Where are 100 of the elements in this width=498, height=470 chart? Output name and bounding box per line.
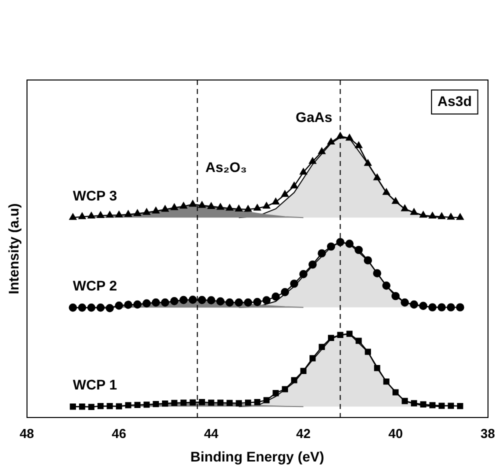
point — [401, 204, 408, 212]
point — [152, 401, 159, 408]
point — [160, 298, 170, 307]
point — [356, 338, 362, 344]
point — [198, 399, 206, 406]
point — [134, 402, 141, 408]
point — [170, 204, 178, 210]
ref-line-label: GaAs — [296, 108, 332, 125]
point — [438, 212, 446, 220]
point — [281, 190, 289, 197]
x-tick-label: 48 — [20, 426, 34, 441]
point — [152, 207, 160, 214]
point — [346, 134, 354, 141]
ref-line-label: As₂O₃ — [205, 158, 247, 175]
point — [70, 404, 76, 410]
point — [143, 208, 150, 215]
point — [392, 197, 400, 204]
point — [134, 210, 142, 216]
point — [392, 389, 399, 396]
point — [262, 202, 270, 209]
point — [272, 292, 280, 301]
point — [447, 213, 455, 220]
point — [420, 401, 426, 408]
y-axis-title: Intensity (a.u) — [5, 203, 22, 294]
point — [171, 400, 178, 406]
point — [354, 246, 363, 254]
point — [428, 212, 436, 219]
point — [373, 269, 382, 278]
point — [97, 402, 104, 410]
point — [244, 400, 252, 406]
point — [87, 304, 96, 312]
point — [402, 398, 408, 404]
point — [282, 386, 288, 392]
point — [336, 238, 344, 246]
point — [208, 400, 214, 406]
point — [216, 203, 224, 210]
point — [290, 280, 298, 288]
point — [116, 403, 122, 410]
point — [383, 378, 390, 385]
x-tick-label: 46 — [112, 426, 126, 441]
point — [226, 204, 234, 211]
point — [88, 404, 94, 410]
point — [318, 148, 326, 154]
point — [190, 399, 196, 406]
point — [429, 402, 436, 408]
point — [410, 208, 418, 215]
point — [448, 402, 454, 409]
point — [115, 210, 123, 218]
point — [419, 302, 428, 310]
point — [428, 303, 437, 312]
point — [400, 298, 409, 307]
point — [69, 213, 77, 220]
series-label: WCP 2 — [72, 277, 118, 294]
point — [142, 299, 151, 308]
x-tick-label: 44 — [204, 426, 220, 441]
point — [308, 157, 316, 164]
point — [161, 205, 169, 212]
point — [144, 402, 150, 408]
point — [216, 297, 225, 306]
point — [124, 210, 132, 217]
point — [226, 298, 234, 307]
point — [262, 296, 271, 304]
point — [438, 402, 445, 409]
point — [189, 200, 196, 207]
point — [410, 400, 418, 406]
point — [457, 402, 464, 410]
point — [300, 368, 306, 374]
point — [355, 142, 362, 148]
x-axis-title: Binding Energy (eV) — [190, 448, 324, 464]
point — [337, 332, 344, 338]
point — [188, 296, 197, 304]
point — [345, 240, 354, 248]
point — [410, 300, 418, 309]
point — [291, 377, 298, 384]
point — [78, 304, 86, 312]
point — [244, 298, 252, 307]
point — [328, 334, 334, 342]
point — [318, 344, 325, 350]
text: As3d — [438, 92, 472, 109]
point — [170, 297, 178, 306]
point — [382, 188, 390, 195]
point — [133, 300, 142, 309]
point — [374, 174, 381, 180]
point — [88, 212, 95, 219]
series-label: WCP 3 — [72, 187, 118, 204]
point — [456, 213, 464, 220]
point — [162, 400, 168, 407]
point — [456, 303, 464, 312]
point — [207, 296, 216, 304]
point — [152, 298, 160, 307]
point — [198, 201, 206, 208]
point — [208, 202, 215, 209]
point — [299, 270, 308, 278]
point — [382, 282, 390, 290]
point — [179, 296, 188, 304]
point — [364, 159, 372, 166]
point — [234, 298, 243, 307]
point — [420, 211, 427, 218]
point — [280, 288, 290, 296]
point — [326, 242, 336, 251]
